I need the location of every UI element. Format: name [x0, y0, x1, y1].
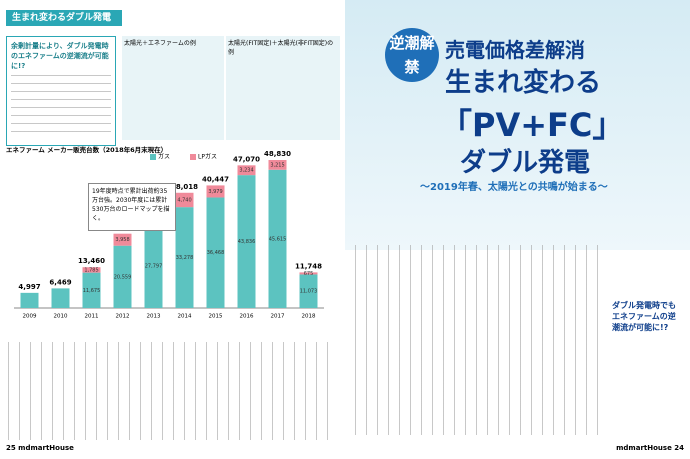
legend-label: ガス: [158, 153, 170, 161]
legend-swatch: [190, 154, 196, 160]
bar-segment: [237, 165, 256, 176]
x-tick-label: 2009: [23, 314, 37, 320]
footer: mdmartHouse 24: [616, 444, 684, 452]
segment-label: 27,797: [145, 263, 163, 269]
segment-label: 3,979: [208, 189, 222, 195]
total-label: 48,830: [264, 150, 291, 158]
body-text: [355, 245, 605, 435]
segment-label: 43,836: [238, 239, 256, 245]
bar: [20, 292, 39, 308]
segment-label: 4,740: [177, 197, 191, 203]
x-tick-label: 2018: [302, 314, 316, 320]
diagram-title: 太陽光＋エネファームの例: [124, 40, 196, 47]
x-tick-label: 2017: [271, 314, 285, 320]
total-label: 40,447: [202, 175, 229, 183]
segment-label: 11,675: [83, 288, 101, 294]
title-2: 生まれ変わる: [445, 68, 602, 98]
title-1: 売電価格差解消: [445, 38, 585, 62]
title-4: ダブル発電: [460, 148, 591, 178]
total-label: 38,018: [171, 183, 198, 191]
footer: 25 mdmartHouse: [6, 444, 74, 452]
total-label: 4,997: [18, 283, 40, 291]
segment-label: 11,073: [300, 289, 318, 295]
bar-segment: [206, 197, 225, 308]
segment-label: 20,559: [114, 274, 132, 280]
column-header: ダブル発電時でもエネファームの逆潮流が可能に!?: [612, 301, 676, 332]
bar-segment: [82, 272, 101, 308]
bar-segment: [113, 233, 132, 246]
body-text: [8, 342, 338, 440]
box-title: 余剰計量により、ダブル発電時のエネファームの逆潮流が可能に!?: [11, 42, 109, 70]
subtitle: ～2019年春、太陽光との共鳴が始まる～: [420, 182, 608, 193]
bar-segment: [299, 274, 318, 308]
bar: [51, 288, 70, 308]
total-label: 47,070: [233, 155, 260, 163]
total-label: 11,748: [295, 262, 322, 270]
callout: 19年度時点で累計出荷約35万台強。2030年度には累計530万台のロードマップ…: [88, 183, 176, 231]
box: 余剰計量により、ダブル発電時のエネファームの逆潮流が可能に!?: [6, 36, 116, 146]
x-tick-label: 2014: [178, 314, 192, 320]
segment-label: 675: [304, 271, 314, 277]
section-header: 生まれ変わるダブル発電: [6, 10, 122, 26]
segment-label: 3,958: [115, 237, 129, 243]
x-tick-label: 2015: [209, 314, 223, 320]
diagram-2: 太陽光(FIT固定)＋太陽光(非FIT固定)の例: [226, 36, 340, 140]
legend-swatch: [150, 154, 156, 160]
total-label: 13,460: [78, 257, 105, 265]
segment-label: 33,278: [176, 255, 194, 261]
diagram-1: 太陽光＋エネファームの例: [122, 36, 224, 140]
chart: ガス LPガス 4,997 2009 6,469 2010 11,675 1,785 13,46…: [14, 150, 324, 320]
segment-label: 1,785: [84, 267, 98, 273]
box-text: [11, 75, 111, 135]
total-label: 6,469: [49, 278, 71, 286]
x-tick-label: 2012: [116, 314, 130, 320]
segment-label: 3,234: [239, 168, 253, 174]
x-tick-label: 2011: [85, 314, 99, 320]
bar-segment: [268, 169, 287, 308]
x-tick-label: 2016: [240, 314, 254, 320]
chart-title: エネファーム メーカー販売台数（2018年6月末現在）: [6, 146, 168, 154]
segment-label: 3,215: [270, 162, 284, 168]
segment-label: 36,468: [207, 250, 225, 256]
bar-segment: [237, 175, 256, 308]
bar-segment: [175, 192, 194, 208]
bar-segment: [299, 272, 318, 275]
segment-label: 45,615: [269, 236, 287, 242]
x-tick-label: 2013: [147, 314, 161, 320]
diagram-title: 太陽光(FIT固定)＋太陽光(非FIT固定)の例: [228, 40, 334, 56]
bar-segment: [175, 207, 194, 308]
badge: 逆潮解禁: [385, 28, 439, 82]
bar-segment: [113, 245, 132, 308]
bar-segment: [268, 160, 287, 170]
title-3: 「PV+FC」: [440, 106, 625, 144]
bar-segment: [82, 267, 101, 273]
x-tick-label: 2010: [54, 314, 68, 320]
legend-label: LPガス: [198, 153, 217, 161]
bar-segment: [206, 185, 225, 198]
bar-segment: [144, 223, 163, 308]
